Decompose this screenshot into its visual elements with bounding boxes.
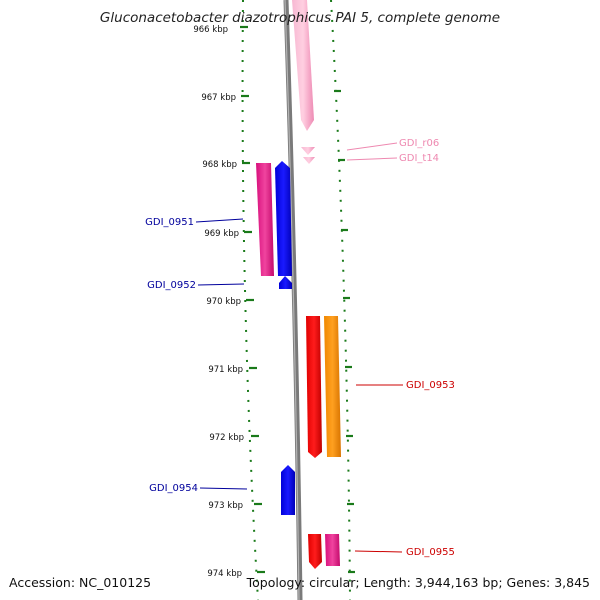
gene-GDI_0955[interactable] — [308, 534, 322, 569]
connector-GDI_0954 — [199, 487, 248, 490]
gene-magenta-955-partner[interactable] — [325, 534, 340, 566]
gene-GDI_r06[interactable] — [301, 147, 315, 155]
gene-label-GDI_0954[interactable]: GDI_0954 — [149, 483, 198, 494]
tick-label: 974 kbp — [207, 569, 242, 579]
major-ticks — [240, 25, 355, 574]
gene-labels: GDI_r06 GDI_t14 GDI_0951 GDI_0952 GDI_09… — [145, 138, 455, 558]
gene-label-GDI_0955[interactable]: GDI_0955 — [406, 547, 455, 558]
gene-orange-953-partner[interactable] — [324, 316, 341, 457]
gene-label-GDI_0952[interactable]: GDI_0952 — [147, 280, 196, 291]
connector-GDI_0951 — [195, 218, 244, 223]
outer-dot-ring — [330, 0, 351, 600]
tick-label: 973 kbp — [208, 501, 243, 511]
tick-ring — [241, 0, 351, 600]
tick-labels: 966 kbp 967 kbp 968 kbp 969 kbp 970 kbp … — [193, 25, 244, 579]
connector-GDI_t14 — [346, 157, 398, 161]
gene-magenta-951-partner[interactable] — [256, 163, 274, 276]
gene-label-GDI_t14[interactable]: GDI_t14 — [399, 153, 439, 164]
topology-text: Topology: circular; Length: 3,944,163 bp… — [246, 575, 590, 590]
gene-label-GDI_0951[interactable]: GDI_0951 — [145, 217, 194, 228]
tick-label: 966 kbp — [193, 25, 228, 35]
accession-text: Accession: NC_010125 — [9, 575, 152, 590]
gene-top-forward[interactable] — [292, 0, 314, 131]
label-connectors — [195, 142, 403, 553]
gene-GDI_0952[interactable] — [279, 276, 292, 289]
genome-backbone-highlight — [284, 0, 300, 600]
connector-GDI_0955 — [354, 550, 403, 553]
inner-dot-ring — [241, 0, 259, 600]
connector-GDI_0952 — [197, 283, 245, 286]
tick-label: 971 kbp — [208, 365, 243, 375]
gene-label-GDI_r06[interactable]: GDI_r06 — [399, 138, 439, 149]
tick-label: 970 kbp — [206, 297, 241, 307]
connector-GDI_r06 — [346, 142, 398, 151]
gene-GDI_0953[interactable] — [306, 316, 322, 458]
gene-GDI_0954[interactable] — [281, 465, 295, 515]
genome-backbone — [283, 0, 303, 600]
gene-GDI_t14[interactable] — [303, 157, 315, 164]
tick-label: 969 kbp — [204, 229, 239, 239]
map-title: Gluconacetobacter diazotrophicus PAI 5, … — [99, 10, 501, 26]
tick-label: 968 kbp — [202, 160, 237, 170]
genes — [256, 0, 341, 569]
tick-label: 972 kbp — [209, 433, 244, 443]
tick-label: 967 kbp — [201, 93, 236, 103]
gene-label-GDI_0953[interactable]: GDI_0953 — [406, 380, 455, 391]
gene-GDI_0951[interactable] — [275, 161, 292, 276]
